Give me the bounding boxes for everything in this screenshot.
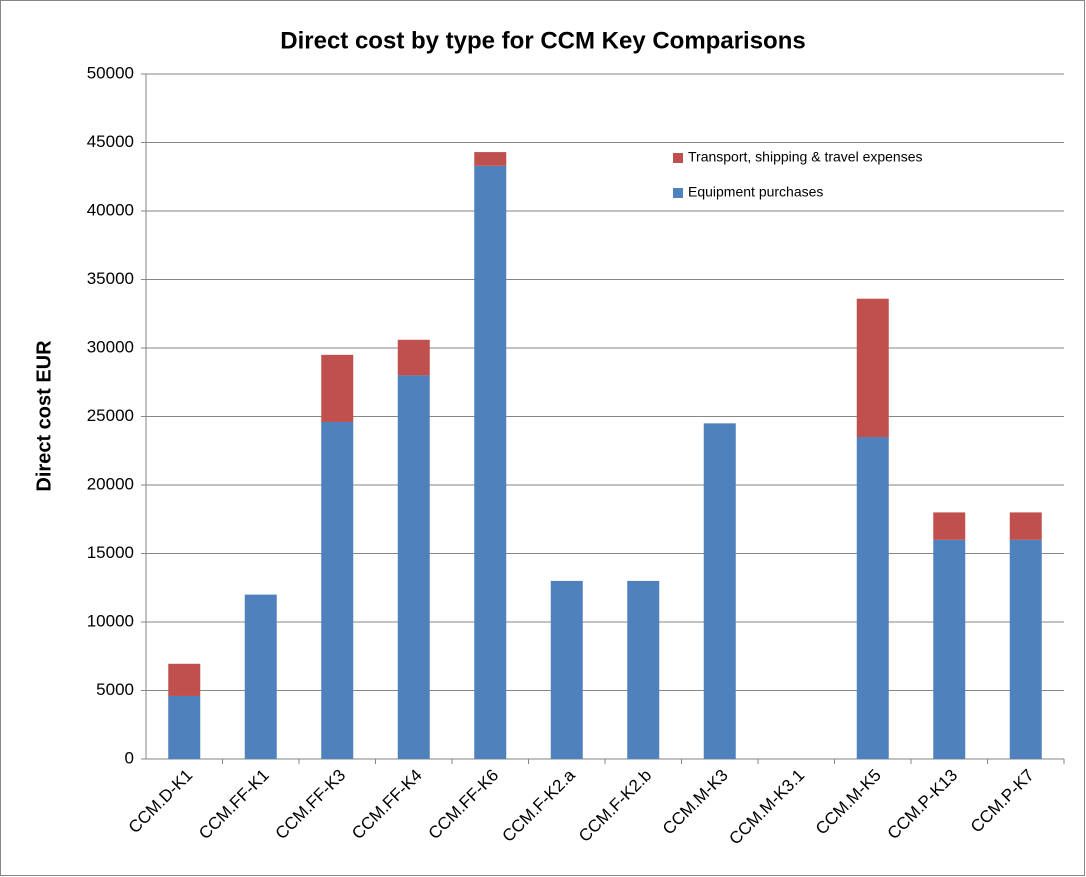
- legend-swatch: [673, 188, 683, 198]
- bar-segment: [168, 695, 201, 759]
- y-tick-label: 10000: [87, 611, 134, 630]
- y-tick-label: 25000: [87, 406, 134, 425]
- bar-segment: [321, 354, 354, 422]
- bar-segment: [933, 512, 966, 540]
- y-tick-label: 35000: [87, 269, 134, 288]
- chart-title: Direct cost by type for CCM Key Comparis…: [280, 27, 805, 54]
- bar-segment: [856, 437, 889, 759]
- bar-segment: [244, 594, 277, 759]
- bar-segment: [474, 152, 507, 166]
- bar-segment: [856, 298, 889, 438]
- bar-segment: [1009, 539, 1042, 759]
- bar-segment: [168, 663, 201, 696]
- legend-label: Transport, shipping & travel expenses: [688, 149, 923, 165]
- bar-segment: [933, 539, 966, 759]
- legend-label: Equipment purchases: [688, 184, 823, 200]
- y-tick-label: 5000: [96, 680, 134, 699]
- y-tick-label: 30000: [87, 337, 134, 356]
- y-tick-label: 40000: [87, 200, 134, 219]
- y-tick-label: 15000: [87, 543, 134, 562]
- bar-segment: [627, 580, 660, 759]
- bar-segment: [474, 165, 507, 760]
- bar-segment: [397, 339, 430, 376]
- bar-segment: [397, 375, 430, 759]
- bar-segment: [550, 580, 583, 759]
- y-axis-label: Direct cost EUR: [33, 340, 55, 492]
- legend-swatch: [673, 153, 683, 163]
- y-tick-label: 45000: [87, 132, 134, 151]
- bar-segment: [703, 423, 736, 759]
- y-tick-label: 20000: [87, 474, 134, 493]
- y-tick-label: 50000: [87, 63, 134, 82]
- bar-segment: [321, 421, 354, 759]
- bar-segment: [1009, 512, 1042, 540]
- y-tick-label: 0: [125, 748, 134, 767]
